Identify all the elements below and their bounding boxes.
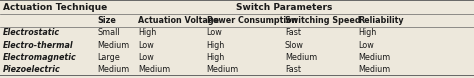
Text: Medium: Medium — [98, 65, 130, 74]
Text: Large: Large — [98, 53, 120, 62]
Text: Low: Low — [358, 41, 374, 50]
Text: Power Consumption: Power Consumption — [207, 16, 297, 25]
Text: Switch Parameters: Switch Parameters — [236, 2, 333, 12]
Text: High: High — [358, 28, 377, 37]
Text: Electro-thermal: Electro-thermal — [3, 41, 73, 50]
Text: Low: Low — [207, 28, 222, 37]
Text: Small: Small — [98, 28, 120, 37]
Text: Medium: Medium — [138, 65, 170, 74]
Text: Electromagnetic: Electromagnetic — [3, 53, 77, 62]
Text: Size: Size — [98, 16, 117, 25]
Text: Medium: Medium — [207, 65, 239, 74]
Text: Medium: Medium — [358, 53, 391, 62]
Text: Fast: Fast — [285, 28, 301, 37]
Text: High: High — [207, 53, 225, 62]
Text: Fast: Fast — [285, 65, 301, 74]
Text: Reliability: Reliability — [358, 16, 404, 25]
Text: Low: Low — [138, 53, 154, 62]
Text: Actuation Technique: Actuation Technique — [3, 2, 107, 12]
Text: Low: Low — [138, 41, 154, 50]
Text: High: High — [138, 28, 156, 37]
Text: Medium: Medium — [358, 65, 391, 74]
Text: Medium: Medium — [98, 41, 130, 50]
Text: Actuation Voltage: Actuation Voltage — [138, 16, 219, 25]
Text: Switching Speed: Switching Speed — [285, 16, 361, 25]
Text: Medium: Medium — [285, 53, 317, 62]
Text: Slow: Slow — [285, 41, 304, 50]
Text: Piezoelectric: Piezoelectric — [3, 65, 61, 74]
Text: High: High — [207, 41, 225, 50]
Text: Electrostatic: Electrostatic — [3, 28, 60, 37]
